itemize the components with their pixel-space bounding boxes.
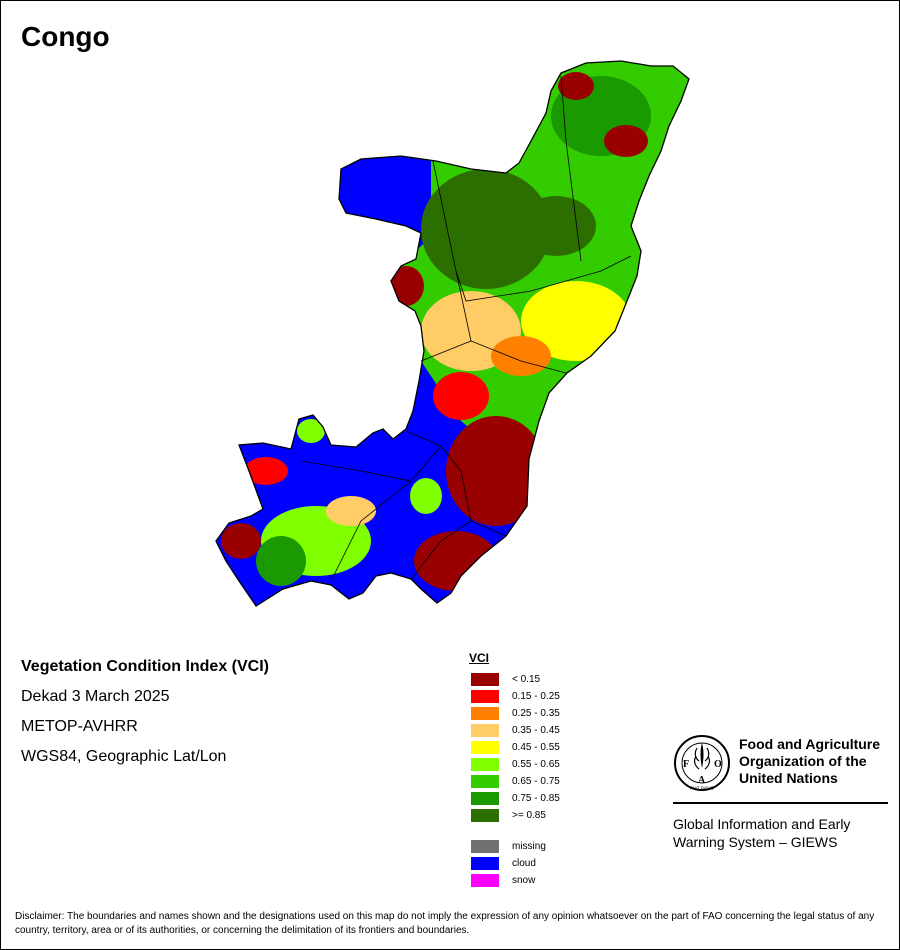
legend-swatch xyxy=(471,707,499,720)
legend-item: 0.55 - 0.65 xyxy=(469,756,639,773)
emblem-letter: F xyxy=(683,759,689,770)
vci-legend: VCI < 0.15 0.15 - 0.25 0.25 - 0.35 0.35 … xyxy=(469,651,639,889)
sensor-label: METOP-AVHRR xyxy=(21,718,138,735)
org-name-line: United Nations xyxy=(739,770,838,786)
legend-label: missing xyxy=(512,841,546,852)
legend-swatch xyxy=(471,840,499,853)
disclaimer-text: Disclaimer: The boundaries and names sho… xyxy=(15,911,875,936)
org-name-line: Organization of the xyxy=(739,753,867,769)
legend-swatch xyxy=(471,690,499,703)
legend-gap xyxy=(469,824,639,838)
logo-divider xyxy=(673,802,888,804)
emblem-letter: A xyxy=(698,775,706,786)
giews-line: Global Information and Early xyxy=(673,816,851,832)
legend-swatch xyxy=(471,724,499,737)
legend-swatch xyxy=(471,809,499,822)
legend-item: cloud xyxy=(469,855,639,872)
legend-label: < 0.15 xyxy=(512,674,541,685)
legend-label: 0.35 - 0.45 xyxy=(512,725,560,736)
vci-map xyxy=(1,1,899,641)
legend-label: cloud xyxy=(512,858,536,869)
legend-item: < 0.15 xyxy=(469,671,639,688)
legend-item: 0.35 - 0.45 xyxy=(469,722,639,739)
legend-swatch xyxy=(471,857,499,870)
legend-label: snow xyxy=(512,875,536,886)
legend-swatch xyxy=(471,758,499,771)
legend-title: VCI xyxy=(469,651,490,665)
admin-boundaries xyxy=(300,75,632,582)
giews-line: Warning System – GIEWS xyxy=(673,834,838,850)
legend-other: missing cloud snow xyxy=(469,838,639,889)
congo-map-svg xyxy=(215,60,690,607)
legend-item: 0.65 - 0.75 xyxy=(469,773,639,790)
legend-swatch xyxy=(471,673,499,686)
legend-swatch xyxy=(471,741,499,754)
legend-classes: < 0.15 0.15 - 0.25 0.25 - 0.35 0.35 - 0.… xyxy=(469,671,639,824)
legend-label: 0.15 - 0.25 xyxy=(512,691,560,702)
giews-label: Global Information and Early Warning Sys… xyxy=(673,815,888,851)
legend-item: missing xyxy=(469,838,639,855)
legend-item: 0.25 - 0.35 xyxy=(469,705,639,722)
legend-item: 0.15 - 0.25 xyxy=(469,688,639,705)
org-name-line: Food and Agriculture xyxy=(739,736,881,752)
legend-label: 0.55 - 0.65 xyxy=(512,759,560,770)
legend-label: 0.25 - 0.35 xyxy=(512,708,560,719)
legend-label: >= 0.85 xyxy=(512,810,546,821)
legend-label: 0.75 - 0.85 xyxy=(512,793,560,804)
projection-label: WGS84, Geographic Lat/Lon xyxy=(21,748,227,765)
map-title: Congo xyxy=(21,21,110,52)
emblem-motto: FIAT PANIS xyxy=(690,786,714,791)
legend-label: 0.45 - 0.55 xyxy=(512,742,560,753)
legend-item: >= 0.85 xyxy=(469,807,639,824)
legend-swatch xyxy=(471,792,499,805)
period-label: Dekad 3 March 2025 xyxy=(21,688,170,705)
vci-raster xyxy=(216,61,689,606)
legend-swatch xyxy=(471,775,499,788)
legend-item: 0.75 - 0.85 xyxy=(469,790,639,807)
product-name: Vegetation Condition Index (VCI) xyxy=(21,658,269,675)
legend-item: 0.45 - 0.55 xyxy=(469,739,639,756)
map-metadata: Vegetation Condition Index (VCI) Dekad 3… xyxy=(21,658,441,778)
legend-label: 0.65 - 0.75 xyxy=(512,776,560,787)
legend-swatch xyxy=(471,874,499,887)
emblem-letter: O xyxy=(714,759,722,770)
legend-item: snow xyxy=(469,872,639,889)
organization-name: Food and Agriculture Organization of the… xyxy=(739,736,899,787)
fao-logo-block: F A O FIAT PANIS Food and Agriculture Or… xyxy=(673,734,893,864)
fao-emblem-icon: F A O FIAT PANIS xyxy=(674,735,730,791)
